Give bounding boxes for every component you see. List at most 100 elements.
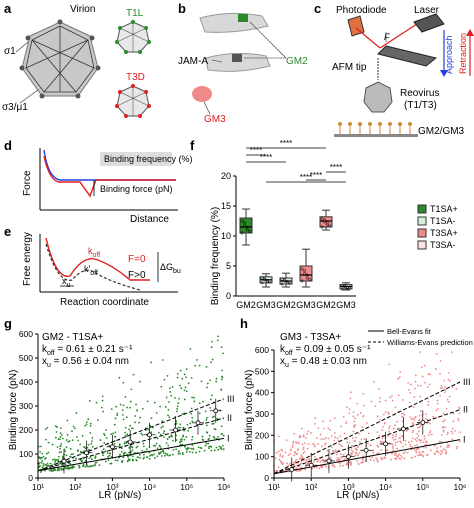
xu-label: xu [62,276,71,289]
f-point [343,284,347,288]
g-plot-point [179,384,181,387]
g-plot-point [60,427,62,430]
g-plot-point [82,464,85,467]
approach-label: Approach [444,35,454,74]
h-plot-fit-line-II [273,409,461,475]
h-plot-point [373,380,376,383]
g-plot-point [39,450,42,453]
h-plot-point [446,398,449,401]
h-plot-point [418,439,421,441]
g-plot-point [62,455,64,458]
h-plot-point [293,461,296,464]
h-plot-point [454,429,456,432]
h-plot-point [337,449,340,452]
h-plot-y-tick-label: 0 [264,473,269,483]
panel-g: g Binding force (pN) LR (pN/s) GM2 - T1S… [4,316,235,501]
g-plot-point [143,445,145,448]
h-plot-point [369,458,372,461]
h-plot-point [364,459,367,462]
h-plot-x-tick-label: 10² [305,482,317,492]
g-plot-point [129,424,132,427]
g-plot-point [126,460,129,463]
g-plot-point [185,368,188,370]
g-plot-point [221,375,223,378]
g-plot-point [171,386,174,388]
g-plot-point [75,436,78,438]
h-plot-point [458,412,461,415]
h-plot-mean-point [363,447,369,453]
h-plot-point [410,418,413,421]
h-plot-point [361,426,364,428]
h-plot-point [306,447,309,450]
g-plot-point [208,437,210,440]
h-plot-point [394,441,397,444]
h-plot-point [367,442,369,445]
h-plot-point [404,439,407,442]
h-x-axis-label: LR (pN/s) [337,490,380,501]
h-plot-point [362,415,365,418]
h-plot-point [312,442,315,445]
g-plot-point [219,447,222,450]
g-plot-point [146,400,149,403]
h-plot-point [300,454,303,457]
h-plot-point [338,458,340,461]
g-plot-point [177,402,180,405]
g-plot-point [82,457,85,460]
h-plot-point [327,437,330,440]
h-plot-point [412,417,415,420]
h-plot-point [285,439,288,442]
h-plot-point [299,469,302,472]
h-plot-point [441,387,444,389]
h-plot-point [415,440,418,443]
g-plot-point [180,387,183,390]
g-plot-point [216,339,219,342]
h-plot-point [416,432,419,435]
h-plot-point [276,469,278,472]
h-plot-point [429,430,432,432]
g-plot-point [211,394,213,397]
h-plot-point [427,373,430,376]
g-plot-point [79,459,82,461]
g-plot-point [160,385,163,388]
g-plot-point [116,414,119,417]
g-plot-point [182,434,185,437]
h-plot-point [318,467,321,470]
g-plot-point [168,416,171,419]
g-plot-point [78,466,81,469]
h-plot-point [353,420,356,423]
h-plot-point [451,427,454,430]
h-plot-point [321,466,324,469]
h-plot-point [416,443,418,446]
h-plot-point [319,433,322,436]
g-plot-point [99,439,102,441]
h-plot-point [437,408,440,410]
g-plot-point [190,447,193,450]
h-plot-point [313,455,316,458]
g-plot-point [198,450,201,453]
approach-curve [43,149,176,181]
f-point [320,217,324,221]
g-plot-point [137,456,139,459]
h-plot-point [419,441,422,444]
h-plot-point [333,432,336,434]
h-plot-point [315,466,318,469]
h-plot-point [394,406,397,408]
h-plot-point [422,455,425,458]
h-plot-point [376,431,379,434]
h-plot-point [400,441,403,444]
g-plot-point [205,424,208,427]
h-plot-point [354,436,357,439]
g-plot-point [185,451,188,453]
h-plot-point [358,441,361,444]
h-plot-point [359,412,362,414]
g-plot-point [71,465,74,467]
f-category-label: GM3 [256,300,276,310]
g-plot-fit-line-III [37,398,225,472]
h-plot-point [370,400,373,403]
h-plot-point [383,456,386,458]
h-plot-point [289,449,292,452]
h-plot-point [287,454,290,457]
h-plot-point [384,421,386,424]
g-plot-point [114,459,117,462]
h-plot-point [429,373,432,376]
